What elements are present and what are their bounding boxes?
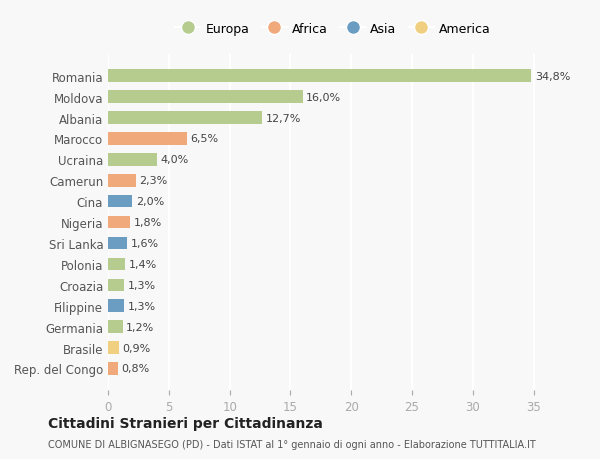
Text: 1,2%: 1,2% (126, 322, 154, 332)
Bar (108, 91, 302, 104)
Bar (108, 174, 136, 187)
Text: 1,8%: 1,8% (134, 218, 162, 228)
Bar (108, 363, 118, 375)
Legend: Europa, Africa, Asia, America: Europa, Africa, Asia, America (170, 18, 496, 41)
Bar (108, 258, 125, 271)
Text: 12,7%: 12,7% (266, 113, 301, 123)
Text: 4,0%: 4,0% (160, 155, 188, 165)
Bar (108, 300, 124, 312)
Bar (108, 237, 127, 250)
Text: 1,6%: 1,6% (131, 239, 159, 248)
Text: 1,3%: 1,3% (127, 280, 155, 290)
Text: 1,4%: 1,4% (128, 259, 157, 269)
Text: 0,8%: 0,8% (121, 364, 149, 374)
Bar (108, 112, 262, 124)
Text: 0,9%: 0,9% (122, 343, 151, 353)
Text: 34,8%: 34,8% (535, 72, 570, 82)
Bar (108, 154, 157, 166)
Bar (108, 70, 531, 83)
Text: 6,5%: 6,5% (191, 134, 219, 144)
Text: COMUNE DI ALBIGNASEGO (PD) - Dati ISTAT al 1° gennaio di ogni anno - Elaborazion: COMUNE DI ALBIGNASEGO (PD) - Dati ISTAT … (48, 440, 536, 449)
Bar (108, 321, 122, 333)
Bar (108, 341, 119, 354)
Bar (108, 216, 130, 229)
Text: Cittadini Stranieri per Cittadinanza: Cittadini Stranieri per Cittadinanza (48, 416, 323, 430)
Bar (108, 279, 124, 291)
Text: 16,0%: 16,0% (306, 92, 341, 102)
Bar (108, 133, 187, 146)
Text: 2,0%: 2,0% (136, 197, 164, 207)
Text: 2,3%: 2,3% (140, 176, 168, 186)
Bar (108, 196, 133, 208)
Text: 1,3%: 1,3% (127, 301, 155, 311)
